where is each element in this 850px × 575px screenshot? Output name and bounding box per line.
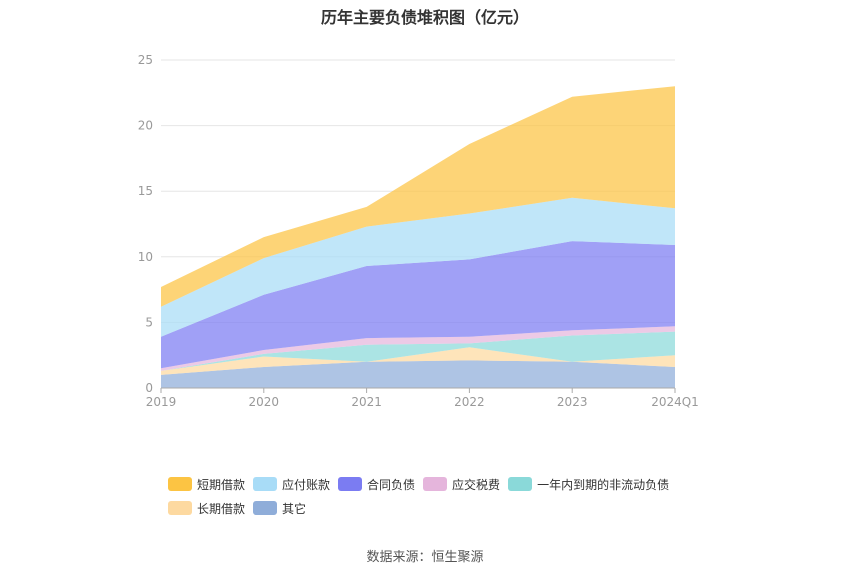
legend-swatch <box>168 501 192 515</box>
legend-swatch <box>168 477 192 491</box>
legend-item[interactable]: 应交税费 <box>423 472 500 496</box>
area-series-0 <box>161 360 675 388</box>
y-tick-label: 15 <box>138 184 153 198</box>
legend-swatch <box>423 477 448 491</box>
area-series-6 <box>161 86 675 307</box>
y-tick-label: 25 <box>138 53 153 67</box>
legend-label: 应付账款 <box>282 477 331 492</box>
legend-item[interactable]: 其它 <box>253 496 306 520</box>
legend-item[interactable]: 长期借款 <box>168 496 245 520</box>
legend-label: 短期借款 <box>197 477 246 492</box>
x-tick-label: 2021 <box>351 395 382 409</box>
legend-label: 其它 <box>282 501 307 516</box>
legend-swatch <box>253 477 278 491</box>
y-tick-label: 20 <box>138 119 153 133</box>
legend-label: 合同负债 <box>367 477 416 492</box>
legend-swatch <box>253 501 278 515</box>
legend-item[interactable]: 合同负债 <box>338 472 415 496</box>
legend-swatch <box>508 477 533 491</box>
x-tick-label: 2019 <box>146 395 177 409</box>
legend-item[interactable]: 一年内到期的非流动负债 <box>508 472 669 496</box>
y-tick-label: 0 <box>145 381 153 395</box>
chart-title: 历年主要负债堆积图（亿元） <box>320 8 529 27</box>
area-series-3 <box>161 326 675 371</box>
area-series-2 <box>161 331 675 371</box>
x-tick-label: 2020 <box>249 395 280 409</box>
legend: 短期借款 应付账款 合同负债 应交税费 一年内到期的非流动负债长期借款 其它 <box>168 472 728 520</box>
y-tick-label: 5 <box>145 315 153 329</box>
legend-item[interactable]: 应付账款 <box>253 472 330 496</box>
x-tick-label: 2023 <box>557 395 588 409</box>
legend-label: 长期借款 <box>197 501 246 516</box>
axis-layer: 0 5 10 15 20 25 2019 2020 2021 2022 2023 2024Q1 <box>138 53 699 409</box>
x-tick-label: 2024Q1 <box>651 395 699 409</box>
legend-label: 一年内到期的非流动负债 <box>537 477 670 492</box>
legend-swatch <box>338 477 363 491</box>
area-series-1 <box>161 347 675 375</box>
area-series-4 <box>161 241 675 369</box>
legend-label: 应交税费 <box>452 477 501 492</box>
y-tick-label: 10 <box>138 250 153 264</box>
x-tick-label: 2022 <box>454 395 485 409</box>
legend-item[interactable]: 短期借款 <box>168 472 245 496</box>
area-layer <box>161 86 675 388</box>
area-series-5 <box>161 197 675 337</box>
data-source-note: 数据来源：恒生聚源 <box>366 550 484 565</box>
